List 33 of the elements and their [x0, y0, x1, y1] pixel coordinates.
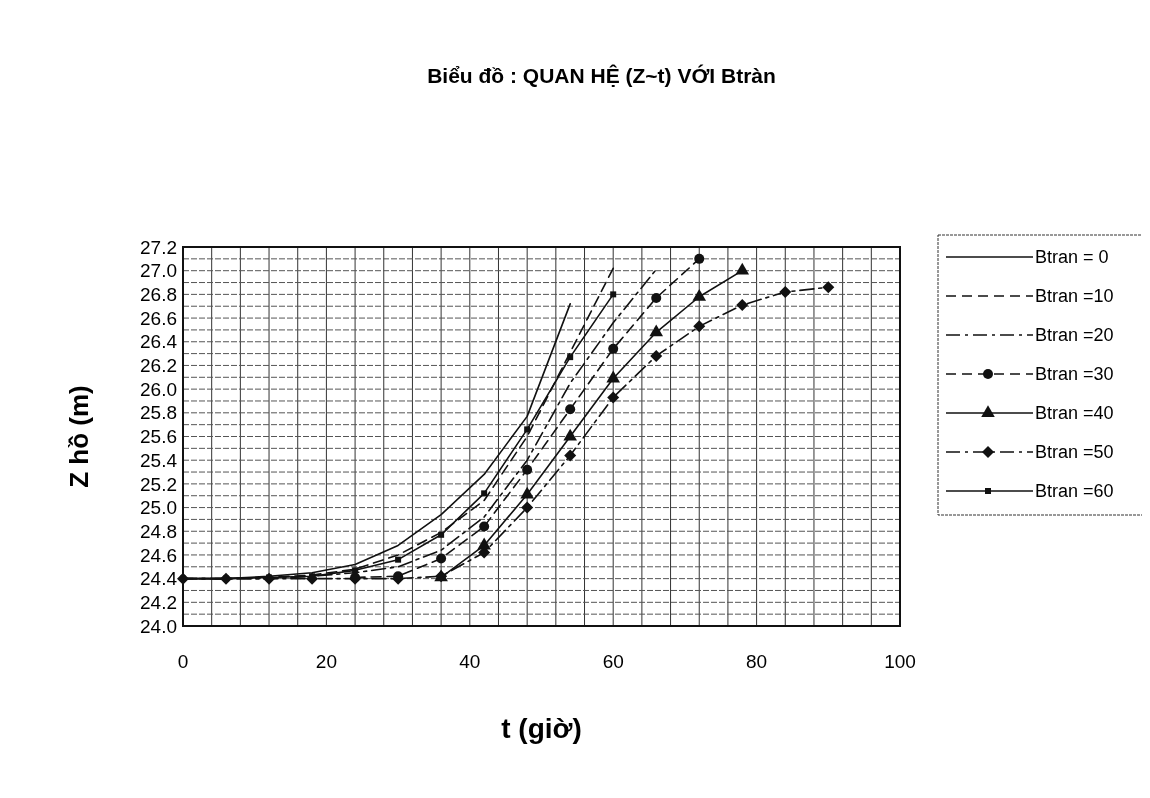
y-axis-title: Z hồ (m) [64, 385, 94, 488]
legend-label: Btran =10 [1035, 286, 1114, 307]
x-axis-title: t (giờ) [501, 713, 582, 744]
y-tick-label: 26.6 [140, 307, 177, 329]
y-tick-label: 26.8 [140, 284, 177, 306]
legend-label: Btran =20 [1035, 325, 1114, 346]
y-tick-label: 27.2 [140, 236, 177, 258]
x-tick-label: 20 [315, 651, 337, 672]
y-tick-label: 25.8 [140, 402, 177, 424]
y-tick-label: 24.0 [140, 615, 177, 637]
y-tick-label: 25.2 [140, 473, 177, 495]
y-tick-label: 24.2 [140, 591, 177, 613]
legend-label: Btran =60 [1035, 481, 1114, 502]
legend-label: Btran =50 [1035, 442, 1114, 463]
y-tick-label: 24.4 [140, 568, 178, 590]
x-tick-label: 80 [746, 651, 768, 672]
y-tick-label: 26.2 [140, 355, 177, 377]
x-tick-label: 100 [884, 651, 916, 672]
legend-label: Btran = 0 [1035, 247, 1109, 268]
legend-label: Btran =30 [1035, 364, 1114, 385]
y-tick-label: 27.0 [140, 260, 177, 282]
x-tick-label: 40 [459, 651, 481, 672]
y-tick-label: 26.0 [140, 378, 177, 400]
y-tick-label: 24.6 [140, 544, 177, 566]
y-tick-label: 25.6 [140, 426, 177, 448]
y-tick-label: 24.8 [140, 520, 177, 542]
x-tick-label: 0 [177, 651, 189, 672]
legend-label: Btran =40 [1035, 403, 1114, 424]
y-tick-label: 25.0 [140, 497, 177, 519]
y-tick-label: 25.4 [140, 449, 178, 471]
chart-title: Biểu đồ : QUAN HỆ (Z~t) VỚI Btràn [427, 64, 776, 87]
x-tick-label: 60 [602, 651, 624, 672]
y-tick-label: 26.4 [140, 331, 178, 353]
